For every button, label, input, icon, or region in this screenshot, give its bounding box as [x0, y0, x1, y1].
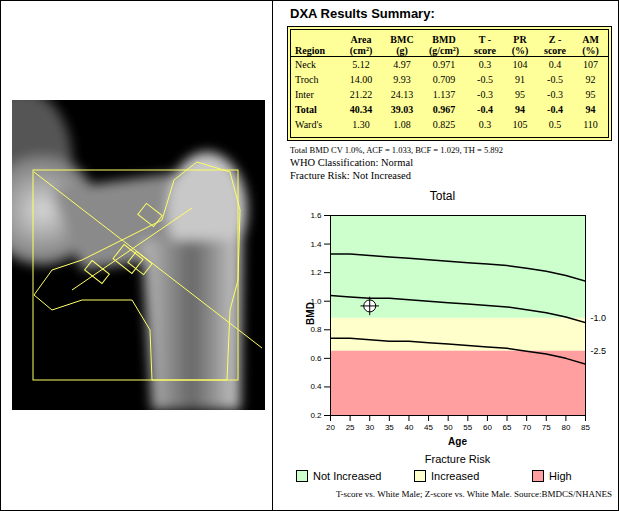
- html-text:1.30: 1.30: [352, 119, 370, 130]
- svg-text:1.4: 1.4: [310, 240, 322, 249]
- html-text:Z -: Z -: [548, 34, 562, 45]
- html-text:21.22: 21.22: [349, 89, 373, 100]
- html-text:T-score vs. White Male; Z-scor: T-score vs. White Male; Z-score vs. Whit…: [336, 489, 612, 499]
- svg-text:1.6: 1.6: [310, 211, 322, 220]
- html-text:Fracture Risk: Fracture Risk: [424, 453, 491, 465]
- html-text:-0.5: -0.5: [547, 74, 563, 85]
- svg-text:0.6: 0.6: [310, 354, 322, 363]
- html-text:104: 104: [512, 59, 528, 70]
- html-text:107: 107: [583, 59, 598, 70]
- html-text:-0.3: -0.3: [547, 89, 563, 100]
- html-text:95: 95: [515, 89, 525, 100]
- html-text:4.97: 4.97: [393, 59, 411, 70]
- svg-text:20: 20: [326, 423, 335, 432]
- svg-text:35: 35: [385, 423, 394, 432]
- html-text:(cm²): (cm²): [349, 45, 373, 56]
- svg-text:0.4: 0.4: [310, 382, 322, 391]
- html-text:91: 91: [515, 74, 525, 85]
- html-text:BMD: BMD: [304, 302, 316, 325]
- html-text:Fracture Risk: Not Increased: Fracture Risk: Not Increased: [290, 170, 411, 181]
- html-text:14.00: 14.00: [349, 74, 373, 85]
- svg-text:-1.0: -1.0: [591, 313, 607, 323]
- html-text:T -: T -: [478, 34, 492, 45]
- html-text:Increased: Increased: [431, 470, 480, 482]
- svg-text:50: 50: [444, 423, 453, 432]
- html-text:24.13: 24.13: [390, 89, 414, 100]
- html-text:0.5: 0.5: [548, 119, 562, 130]
- html-text:94: 94: [515, 104, 525, 115]
- html-text:score: score: [474, 45, 496, 56]
- svg-text:65: 65: [503, 423, 512, 432]
- html-text:BMD: BMD: [432, 34, 456, 45]
- html-text:0.971: 0.971: [432, 59, 456, 70]
- html-text:95: 95: [585, 89, 596, 100]
- html-text:9.93: 9.93: [393, 74, 411, 85]
- svg-text:80: 80: [561, 423, 570, 432]
- html-text:0.709: 0.709: [432, 74, 456, 85]
- html-text:40.34: 40.34: [349, 104, 373, 115]
- html-text:Region: Region: [295, 45, 325, 56]
- html-text:105: 105: [512, 119, 528, 130]
- html-text:0.3: 0.3: [478, 119, 492, 130]
- html-text:0.825: 0.825: [432, 119, 456, 130]
- html-text:Age: Age: [448, 436, 467, 447]
- svg-text:1.0: 1.0: [310, 296, 322, 306]
- svg-text:30: 30: [365, 423, 374, 432]
- html-text:AM: AM: [582, 34, 599, 45]
- html-text:DXA Results Summary:: DXA Results Summary:: [290, 6, 435, 21]
- html-text:1.08: 1.08: [393, 119, 411, 130]
- svg-text:75: 75: [542, 423, 551, 432]
- html-text:110: 110: [583, 119, 598, 130]
- html-text:-0.4: -0.4: [547, 104, 563, 115]
- html-text:-0.4: -0.4: [477, 104, 493, 115]
- html-text:WHO Classification: Normal: WHO Classification: Normal: [290, 157, 414, 168]
- html-text:Inter: Inter: [295, 89, 314, 100]
- html-text:0.4: 0.4: [548, 59, 562, 70]
- html-text:Neck: Neck: [295, 59, 317, 70]
- svg-text:0.2: 0.2: [310, 411, 322, 420]
- svg-text:40: 40: [405, 423, 414, 432]
- html-text:-0.5: -0.5: [477, 74, 493, 85]
- html-text:0.967: 0.967: [432, 104, 456, 115]
- svg-text:45: 45: [424, 423, 433, 432]
- html-text:Not Increased: Not Increased: [313, 470, 382, 482]
- html-text:Troch: Troch: [295, 74, 319, 85]
- html-text:92: 92: [585, 74, 596, 85]
- html-text:(g/cm²): (g/cm²): [428, 45, 460, 56]
- html-text:(g): (g): [396, 45, 408, 56]
- svg-text:55: 55: [463, 423, 472, 432]
- html-text:High: High: [549, 470, 572, 482]
- html-text:39.03: 39.03: [390, 104, 414, 115]
- html-text:BMC: BMC: [390, 34, 414, 45]
- svg-text:-2.5: -2.5: [591, 346, 607, 356]
- html-text:Total: Total: [429, 189, 456, 203]
- html-text:score: score: [544, 45, 566, 56]
- html-text:1.137: 1.137: [432, 89, 456, 100]
- html-text:Total BMD CV 1.0%, ACF = 1.033: Total BMD CV 1.0%, ACF = 1.033, BCF = 1.…: [290, 145, 503, 155]
- html-text:-0.3: -0.3: [477, 89, 493, 100]
- html-text:0.3: 0.3: [478, 59, 492, 70]
- svg-text:1.2: 1.2: [310, 268, 322, 277]
- svg-text:85: 85: [581, 423, 590, 432]
- svg-text:70: 70: [522, 423, 531, 432]
- html-text:Area: Area: [350, 34, 372, 45]
- html-text:Total: Total: [295, 104, 317, 115]
- svg-text:25: 25: [346, 423, 355, 432]
- html-text:Ward's: Ward's: [295, 119, 323, 130]
- svg-text:0.8: 0.8: [310, 325, 322, 334]
- html-text:5.12: 5.12: [352, 59, 370, 70]
- html-text:PR: PR: [513, 34, 527, 45]
- html-text:94: 94: [585, 104, 596, 115]
- svg-text:60: 60: [483, 423, 492, 432]
